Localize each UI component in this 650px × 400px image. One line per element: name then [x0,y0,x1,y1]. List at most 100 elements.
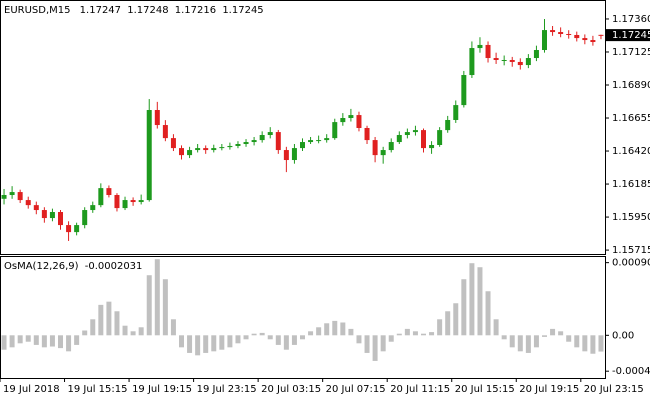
indicator-pane [0,256,606,379]
histogram-bar [227,335,233,348]
candle-body [574,34,580,39]
x-tick-label: 20 Jul 19:15 [519,384,579,395]
histogram-bar [300,335,305,340]
histogram-bar [146,275,152,336]
candle-body [421,130,426,149]
indicator-title: OsMA(12,26,9) -0.0002031 [4,261,142,272]
candle-body [98,188,104,206]
histogram-bar [179,335,184,348]
candle-body [598,34,604,36]
y-tick-label: 1.16185 [612,179,650,190]
x-tick-label: 20 Jul 07:15 [326,384,386,395]
histogram-bar [138,327,144,336]
current-price: 1.17245 [612,30,650,41]
candle-body [469,48,475,76]
y-tick-label: 1.15715 [612,245,650,256]
candle-body [533,50,539,59]
candle-body [58,212,63,226]
y-tick-label: 1.16890 [612,80,650,91]
histogram-bar [461,279,467,336]
histogram-bar [259,332,265,336]
candle-body [429,144,435,149]
histogram-bar [162,279,168,336]
histogram-bar [364,335,370,353]
histogram-bar [590,335,596,354]
histogram-bar [203,335,209,353]
candle-body [348,115,354,119]
candle-body [542,30,547,51]
candle-body [493,58,499,60]
candle-body [251,140,257,143]
histogram-bar [550,328,556,336]
histogram-bar [404,328,410,336]
histogram-bar [49,335,55,347]
histogram-bar [98,304,104,336]
y-tick-label: 1.16420 [612,146,650,157]
histogram-bar [106,301,112,336]
candle-body [138,200,144,203]
candle-body [74,225,80,233]
y-tick-label: 0.00 [612,330,634,341]
histogram-bar [170,319,176,336]
candle-body [283,150,289,161]
candle-body [332,122,338,139]
x-tick-label: 19 Jul 19:15 [132,384,192,395]
histogram-bar [308,331,314,336]
y-tick-label: 1.15950 [612,212,650,223]
histogram-bar [243,335,249,340]
y-tick-label: -0.000448 [612,366,650,377]
candle-body [187,150,193,156]
histogram-bar [1,335,7,350]
histogram-bar [380,335,386,352]
candle-body [122,200,128,209]
x-tick-label: 20 Jul 15:15 [455,384,515,395]
candle-body [259,135,265,141]
candle-body [461,75,467,106]
histogram-bar [445,311,451,336]
histogram-bar [485,291,491,336]
candle-body [90,205,96,211]
candle-body [582,38,588,41]
symbol: EURUSD,M15 [4,5,70,16]
candle-body [243,142,249,145]
histogram-bar [283,335,289,350]
histogram-bar [25,335,31,342]
candle-body [517,61,523,66]
candle-body [66,225,72,233]
y-tick-label: 1.16655 [612,113,650,124]
candle-body [445,119,451,131]
candle-body [130,200,136,203]
candle-body [162,125,168,139]
close: 1.17245 [222,5,263,16]
histogram-bar [388,335,394,342]
candle-body [114,195,120,209]
candle-body [412,130,418,133]
histogram-bar [469,263,475,336]
histogram-bar [509,335,515,348]
candle-body [9,192,15,196]
candle-body [291,148,297,161]
candle-body [106,188,112,196]
candle-body [477,44,483,49]
low: 1.17216 [175,5,216,16]
histogram-bar [211,335,217,352]
x-tick-label: 20 Jul 11:15 [390,384,450,395]
candle-body [356,115,362,128]
histogram-bar [251,333,257,336]
histogram-bar [195,335,201,356]
histogram-bar [235,335,241,344]
candle-body [437,130,443,145]
candle-body [49,212,55,219]
histogram-bar [291,335,297,345]
candle-body [275,132,281,151]
histogram-bar [187,335,193,353]
candle-body [179,148,184,156]
candle-body [340,118,346,123]
histogram-bar [74,335,80,345]
histogram-bar [130,331,136,336]
candle-body [300,142,305,149]
histogram-bar [453,303,459,336]
candle-body [82,210,88,226]
candle-body [550,30,556,33]
candle-body [372,140,378,156]
